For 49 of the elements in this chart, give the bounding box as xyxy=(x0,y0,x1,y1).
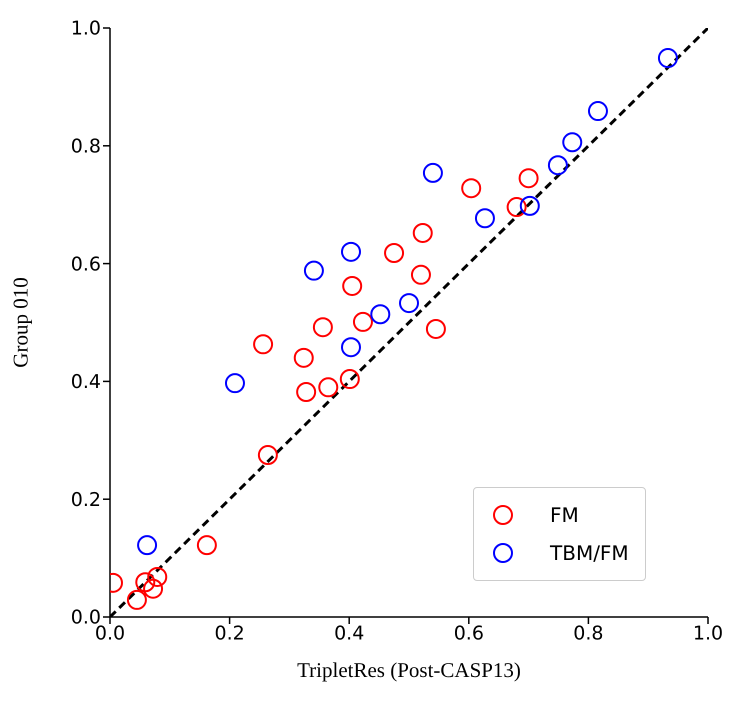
point xyxy=(147,566,168,587)
x-tick-label: 0.4 xyxy=(334,622,364,644)
point xyxy=(312,317,333,338)
point xyxy=(296,382,316,402)
point xyxy=(518,168,539,188)
point xyxy=(340,369,360,390)
point xyxy=(352,312,373,332)
point xyxy=(143,578,164,599)
point xyxy=(548,155,568,176)
point xyxy=(340,242,361,262)
point xyxy=(126,590,147,610)
legend-label: FM xyxy=(550,503,579,527)
y-tick-label: 1.0 xyxy=(70,18,101,40)
x-axis-title: TripletRes (Post-CASP13) xyxy=(297,658,521,682)
point xyxy=(461,178,482,198)
x-tick-label: 0.6 xyxy=(454,622,484,644)
y-axis-title: Group 010 xyxy=(8,277,32,368)
point xyxy=(342,276,362,296)
point xyxy=(588,101,608,122)
legend-label: TBM/FM xyxy=(550,541,629,565)
point xyxy=(474,208,495,228)
point xyxy=(422,162,443,183)
point xyxy=(137,535,158,556)
point xyxy=(294,348,314,368)
point xyxy=(253,334,274,354)
point xyxy=(410,264,431,285)
point xyxy=(304,260,324,281)
point xyxy=(135,572,156,592)
y-tick-label: 0.2 xyxy=(70,488,101,511)
point xyxy=(258,445,278,466)
point xyxy=(426,318,446,339)
point xyxy=(196,535,217,556)
x-tick-label: 0.8 xyxy=(573,622,604,644)
y-tick-label: 0.6 xyxy=(70,253,101,276)
point xyxy=(520,196,540,216)
point xyxy=(340,337,361,358)
point xyxy=(562,132,582,152)
point xyxy=(384,243,404,263)
point xyxy=(370,304,390,324)
x-tick-label: 1.0 xyxy=(692,622,724,644)
point xyxy=(658,48,678,68)
point xyxy=(399,293,419,314)
point xyxy=(224,373,245,394)
point xyxy=(412,222,433,243)
y-tick-label: 0.4 xyxy=(70,371,101,394)
y-tick-label: 0.8 xyxy=(70,136,101,158)
point xyxy=(318,377,338,398)
point xyxy=(506,197,527,218)
x-tick-label: 0.2 xyxy=(214,622,245,644)
